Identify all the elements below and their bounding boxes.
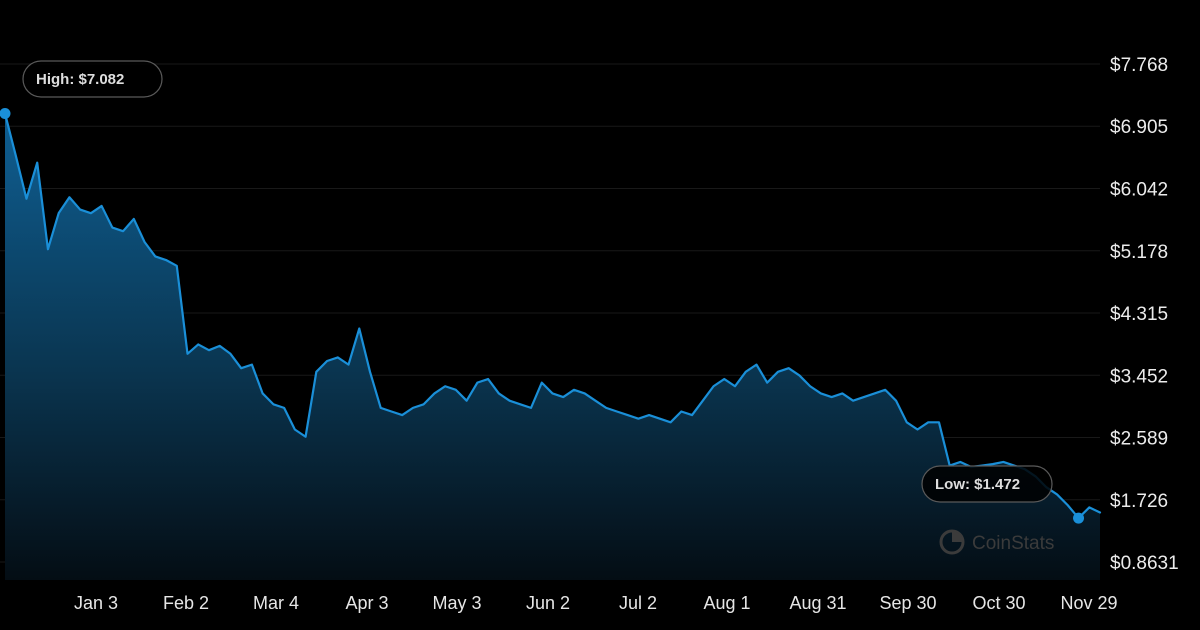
y-tick-label: $6.042 [1110,179,1168,200]
x-tick-label: Jul 2 [619,593,657,613]
price-line [3,112,1102,520]
x-tick-label: Oct 30 [972,593,1025,613]
high-callout-label: High: $7.082 [36,71,124,88]
x-tick-label: Aug 31 [789,593,846,613]
low-callout: Low: $1.472 [921,465,1053,503]
low-callout-label: Low: $1.472 [935,476,1020,493]
y-tick-label: $7.768 [1110,55,1168,76]
y-axis: $7.768 $6.905 $6.042 $5.178 $4.315 $3.452 $2.5… [1110,55,1179,574]
x-tick-label: Feb 2 [163,593,209,613]
y-tick-label: $1.726 [1110,491,1168,512]
x-tick-label: Sep 30 [879,593,936,613]
high-callout-box [22,60,163,98]
y-tick-label: $6.905 [1110,117,1168,138]
x-tick-label: Jan 3 [74,593,118,613]
y-tick-label: $5.178 [1110,242,1168,263]
x-tick-label: Mar 4 [253,593,299,613]
y-tick-label: $2.589 [1110,429,1168,450]
x-tick-label: Aug 1 [703,593,750,613]
high-marker [0,107,11,119]
area-layer [3,112,1102,580]
y-tick-label: $4.315 [1110,304,1168,325]
low-marker [1073,512,1085,524]
y-tick-label: $0.8631 [1110,553,1179,574]
x-axis: Jan 3 Feb 2 Mar 4 Apr 3 May 3 Jun 2 Jul 2 Aug 1… [74,593,1118,613]
x-tick-label: Jun 2 [526,593,570,613]
coinstats-logo-icon [939,529,965,555]
y-tick-label: $3.452 [1110,366,1168,387]
markers [0,107,1085,524]
x-tick-label: May 3 [432,593,481,613]
price-area-fill [5,113,1100,580]
watermark-text: CoinStats [972,533,1054,554]
x-tick-label: Nov 29 [1060,593,1117,613]
high-callout: High: $7.082 [22,60,163,98]
watermark: CoinStats [939,529,1054,555]
x-tick-label: Apr 3 [345,593,388,613]
low-callout-box [921,465,1053,503]
